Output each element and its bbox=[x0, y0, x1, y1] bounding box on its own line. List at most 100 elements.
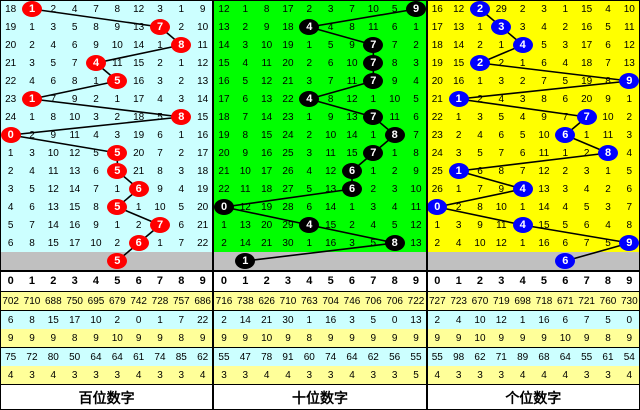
miss-count-cell: 1 bbox=[213, 216, 236, 235]
miss-count-cell: 1 bbox=[170, 54, 193, 73]
miss-count-cell: 2 bbox=[512, 0, 535, 19]
miss-count-cell: 19 bbox=[426, 54, 449, 73]
miss-count-cell: 16 bbox=[128, 72, 151, 91]
miss-count-cell: 4 bbox=[597, 216, 620, 235]
miss-count-cell: 12 bbox=[128, 0, 151, 19]
miss-count-cell: 8 bbox=[597, 72, 620, 91]
miss-count-cell: 6 bbox=[64, 36, 87, 55]
stat-cell: 706 bbox=[384, 292, 407, 311]
miss-count-cell: 12 bbox=[256, 72, 279, 91]
miss-count-cell: 5 bbox=[405, 90, 428, 109]
miss-count-cell: 4 bbox=[85, 126, 108, 145]
miss-count-cell: 3 bbox=[554, 180, 577, 199]
miss-count-cell: 7 bbox=[85, 0, 108, 19]
miss-count-cell: 20 bbox=[256, 216, 279, 235]
miss-count-cell: 3 bbox=[298, 144, 321, 163]
stat-cell: 698 bbox=[512, 292, 535, 311]
miss-count-cell: 1 bbox=[448, 180, 471, 199]
stat-cell: 9 bbox=[21, 329, 44, 348]
stat-cell: 9 bbox=[234, 329, 257, 348]
miss-count-cell: 7 bbox=[320, 72, 343, 91]
stat-cell: 10 bbox=[106, 329, 129, 348]
stat-cell: 4 bbox=[426, 366, 449, 385]
miss-count-cell: 16 bbox=[533, 234, 556, 253]
miss-count-cell: 3 bbox=[170, 90, 193, 109]
miss-count-cell: 3 bbox=[618, 126, 640, 145]
hit-ball: 8 bbox=[598, 145, 618, 161]
miss-count-cell: 1 bbox=[618, 90, 640, 109]
miss-count-cell: 12 bbox=[192, 54, 215, 73]
miss-count-cell: 10 bbox=[64, 108, 87, 127]
hit-ball: 4 bbox=[86, 55, 106, 71]
stat-cell: 6 bbox=[554, 311, 577, 330]
miss-count-cell: 2 bbox=[234, 18, 257, 37]
miss-count-cell: 1 bbox=[448, 108, 471, 127]
miss-count-cell: 2 bbox=[0, 162, 23, 181]
stat-cell: 8 bbox=[21, 311, 44, 330]
miss-count-cell: 1 bbox=[128, 198, 151, 217]
stat-cell: 62 bbox=[192, 348, 215, 367]
hit-ball: 1 bbox=[448, 163, 469, 179]
miss-count-cell: 4 bbox=[554, 54, 577, 73]
miss-count-cell: 1 bbox=[490, 36, 513, 55]
miss-count-cell: 17 bbox=[256, 162, 279, 181]
stat-cell: 626 bbox=[256, 292, 279, 311]
miss-count-cell: 10 bbox=[341, 54, 364, 73]
forecast-cell bbox=[448, 252, 471, 271]
miss-count-cell: 1 bbox=[170, 126, 193, 145]
digit-header: 1 bbox=[21, 271, 44, 292]
miss-count-cell: 9 bbox=[192, 0, 215, 19]
miss-count-cell: 1 bbox=[234, 0, 257, 19]
miss-count-cell: 6 bbox=[554, 234, 577, 253]
miss-count-cell: 12 bbox=[618, 36, 640, 55]
miss-count-cell: 4 bbox=[21, 72, 44, 91]
miss-count-cell: 10 bbox=[234, 162, 257, 181]
miss-count-cell: 7 bbox=[576, 234, 599, 253]
miss-count-cell: 10 bbox=[42, 144, 65, 163]
stat-cell: 78 bbox=[256, 348, 279, 367]
stat-cell: 61 bbox=[597, 348, 620, 367]
stat-cell: 3 bbox=[234, 366, 257, 385]
miss-count-cell: 12 bbox=[320, 162, 343, 181]
digit-header: 8 bbox=[384, 271, 407, 292]
miss-count-cell: 4 bbox=[21, 162, 44, 181]
miss-count-cell: 1 bbox=[512, 54, 535, 73]
miss-count-cell: 7 bbox=[341, 0, 364, 19]
stat-cell: 702 bbox=[0, 292, 23, 311]
stat-cell: 62 bbox=[362, 348, 385, 367]
stat-cell: 9 bbox=[362, 329, 385, 348]
stat-cell: 64 bbox=[85, 348, 108, 367]
miss-count-cell: 11 bbox=[618, 18, 640, 37]
miss-count-cell: 11 bbox=[106, 54, 129, 73]
forecast-cell bbox=[21, 252, 44, 271]
miss-count-cell: 2 bbox=[298, 126, 321, 145]
miss-count-cell: 9 bbox=[320, 108, 343, 127]
miss-count-cell: 4 bbox=[576, 180, 599, 199]
stat-cell: 710 bbox=[21, 292, 44, 311]
hit-ball: 7 bbox=[150, 217, 170, 233]
stat-cell: 9 bbox=[277, 329, 300, 348]
stat-cell: 80 bbox=[42, 348, 65, 367]
miss-count-cell: 14 bbox=[234, 234, 257, 253]
panel-title: 个位数字 bbox=[426, 385, 640, 410]
miss-count-cell: 4 bbox=[533, 18, 556, 37]
stat-cell: 1 bbox=[298, 311, 321, 330]
miss-count-cell: 2 bbox=[469, 90, 492, 109]
miss-count-cell: 4 bbox=[490, 90, 513, 109]
miss-count-cell: 24 bbox=[277, 126, 300, 145]
miss-count-cell: 11 bbox=[597, 126, 620, 145]
miss-count-cell: 2 bbox=[85, 90, 108, 109]
digit-header: 8 bbox=[597, 271, 620, 292]
miss-count-cell: 5 bbox=[554, 72, 577, 91]
stat-cell: 10 bbox=[469, 311, 492, 330]
miss-count-cell: 29 bbox=[490, 0, 513, 19]
miss-count-cell: 17 bbox=[192, 144, 215, 163]
miss-count-cell: 3 bbox=[341, 234, 364, 253]
stat-cell: 727 bbox=[426, 292, 449, 311]
miss-count-cell: 20 bbox=[426, 72, 449, 91]
miss-count-cell: 17 bbox=[213, 90, 236, 109]
miss-count-cell: 16 bbox=[448, 72, 471, 91]
miss-count-cell: 1 bbox=[21, 108, 44, 127]
miss-count-cell: 4 bbox=[554, 198, 577, 217]
hit-ball: 7 bbox=[150, 19, 170, 35]
